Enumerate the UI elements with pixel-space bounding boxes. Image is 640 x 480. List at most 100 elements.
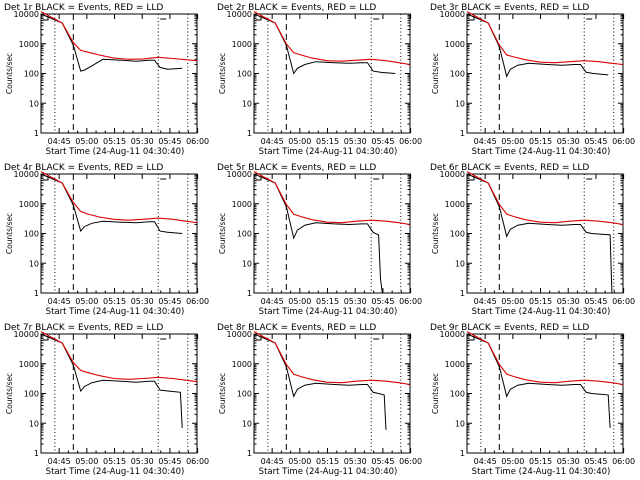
y-tick-label: 100 (237, 390, 252, 399)
x-tick-label: 05:00 (501, 297, 524, 306)
x-tick-label: 04:45 (261, 297, 284, 306)
series-line-events (40, 333, 183, 428)
plot-title: Det 7r BLACK = Events, RED = LLD (4, 323, 163, 333)
series-line-events (253, 333, 387, 430)
y-tick-label: 100 (24, 70, 39, 79)
x-tick-label: 05:15 (103, 297, 126, 306)
plot-frame (253, 333, 411, 454)
series-line-lld (466, 331, 624, 386)
y-axis-label: Counts/sec (218, 53, 227, 94)
x-tick-label: 05:45 (371, 137, 394, 146)
y-tick-label: 10000 (14, 10, 39, 19)
x-tick-label: 05:00 (288, 457, 311, 466)
x-tick-label: 05:00 (288, 297, 311, 306)
y-tick-label: 1 (34, 289, 39, 298)
y-tick-label: 10 (455, 99, 465, 108)
plot-frame (40, 13, 198, 134)
plot-frame (40, 173, 198, 294)
x-tick-label: 04:45 (261, 457, 284, 466)
y-tick-label: 10000 (440, 170, 465, 179)
x-tick-label: 06:00 (186, 137, 209, 146)
series-line-lld (466, 171, 624, 226)
y-tick-label: 1 (34, 129, 39, 138)
y-tick-label: 1000 (19, 360, 39, 369)
y-axis-label: Counts/sec (218, 213, 227, 254)
x-tick-label: 05:30 (344, 297, 367, 306)
x-tick-label: 05:15 (529, 457, 552, 466)
x-tick-label: 05:30 (557, 137, 580, 146)
y-tick-label: 100 (450, 390, 465, 399)
y-tick-label: 1 (34, 449, 39, 458)
plot-title: Det 9r BLACK = Events, RED = LLD (430, 323, 589, 333)
y-tick-label: 100 (450, 70, 465, 79)
y-tick-label: 10 (455, 259, 465, 268)
x-tick-label: 05:45 (158, 297, 181, 306)
x-tick-label: 05:00 (75, 137, 98, 146)
x-tick-label: 05:45 (371, 297, 394, 306)
y-tick-label: 1000 (232, 40, 252, 49)
x-tick-label: 05:15 (529, 137, 552, 146)
x-tick-label: 04:45 (48, 457, 71, 466)
y-axis-label: Counts/sec (5, 373, 14, 414)
x-tick-label: 05:30 (131, 137, 154, 146)
x-tick-label: 05:00 (288, 137, 311, 146)
x-tick-label: 05:15 (103, 457, 126, 466)
series-line-events (466, 333, 611, 428)
y-tick-label: 1000 (445, 360, 465, 369)
y-tick-label: 1000 (232, 360, 252, 369)
y-axis-label: Counts/sec (431, 53, 440, 94)
x-tick-label: 05:15 (316, 137, 339, 146)
x-tick-label: 04:45 (474, 137, 497, 146)
series-line-lld (40, 11, 198, 62)
x-tick-label: 04:45 (474, 457, 497, 466)
series-line-events (40, 173, 183, 234)
plot-title: Det 4r BLACK = Events, RED = LLD (4, 163, 163, 173)
detector-panel-4: Det 4r BLACK = Events, RED = LLD 1 10 100 10… (4, 163, 209, 317)
y-tick-label: 1000 (19, 200, 39, 209)
x-tick-label: 06:00 (399, 457, 422, 466)
x-tick-label: 05:30 (344, 457, 367, 466)
plot-frame (253, 173, 411, 294)
detector-panel-1: Det 1r BLACK = Events, RED = LLD 1 10 100 10… (4, 3, 209, 157)
y-tick-label: 1 (460, 449, 465, 458)
series-line-lld (40, 171, 198, 224)
y-tick-label: 1000 (445, 40, 465, 49)
y-tick-label: 100 (24, 230, 39, 239)
x-tick-label: 05:30 (557, 297, 580, 306)
series-line-lld (253, 331, 411, 386)
x-tick-label: 05:45 (371, 457, 394, 466)
y-tick-label: 10000 (227, 330, 252, 339)
x-axis-label: Start Time (24-Aug-11 04:30:40) (472, 307, 611, 317)
x-axis-label: Start Time (24-Aug-11 04:30:40) (259, 307, 398, 317)
plot-title: Det 1r BLACK = Events, RED = LLD (4, 3, 163, 13)
y-tick-label: 10000 (14, 330, 39, 339)
detector-panel-5: Det 5r BLACK = Events, RED = LLD 1 10 100 10… (217, 163, 422, 317)
y-tick-label: 1 (247, 289, 252, 298)
plot-title: Det 2r BLACK = Events, RED = LLD (217, 3, 376, 13)
y-tick-label: 10 (242, 419, 252, 428)
x-tick-label: 04:45 (48, 297, 71, 306)
x-tick-label: 05:00 (75, 457, 98, 466)
plot-title: Det 3r BLACK = Events, RED = LLD (430, 3, 589, 13)
x-axis-label: Start Time (24-Aug-11 04:30:40) (46, 307, 185, 317)
y-tick-label: 10 (29, 259, 39, 268)
y-tick-label: 10 (242, 259, 252, 268)
x-tick-label: 06:00 (186, 297, 209, 306)
y-axis-label: Counts/sec (5, 53, 14, 94)
x-tick-label: 05:30 (557, 457, 580, 466)
detector-panel-2: Det 2r BLACK = Events, RED = LLD 1 10 100 10… (217, 3, 422, 157)
y-axis-label: Counts/sec (431, 373, 440, 414)
x-tick-label: 06:00 (399, 137, 422, 146)
y-tick-label: 1 (460, 129, 465, 138)
y-tick-label: 10000 (227, 10, 252, 19)
plot-frame (466, 333, 624, 454)
x-tick-label: 06:00 (399, 297, 422, 306)
y-tick-label: 10 (29, 99, 39, 108)
x-tick-label: 05:15 (529, 297, 552, 306)
series-line-lld (466, 11, 624, 66)
x-tick-label: 04:45 (261, 137, 284, 146)
x-tick-label: 06:00 (612, 457, 635, 466)
x-tick-label: 05:15 (316, 457, 339, 466)
y-axis-label: Counts/sec (431, 213, 440, 254)
